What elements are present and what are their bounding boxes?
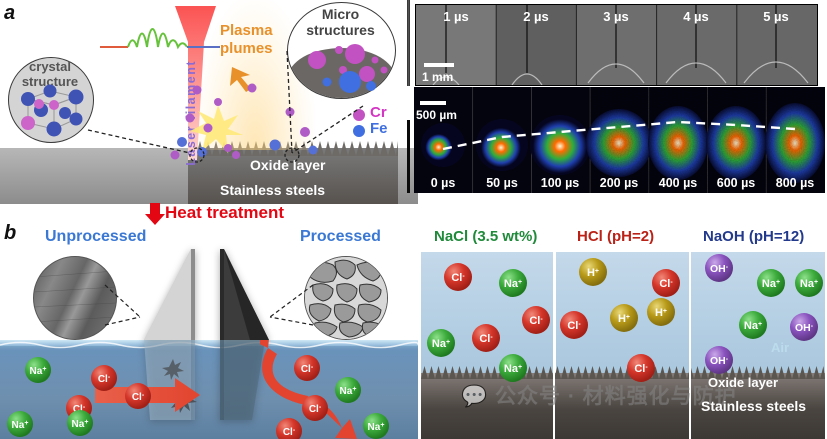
- svg-text:4 µs: 4 µs: [683, 9, 709, 24]
- svg-text:2 µs: 2 µs: [523, 9, 549, 24]
- svg-text:600 µs: 600 µs: [717, 176, 756, 190]
- svg-text:1 µs: 1 µs: [443, 9, 469, 24]
- svg-text:400 µs: 400 µs: [659, 176, 698, 190]
- svg-text:800 µs: 800 µs: [776, 176, 815, 190]
- svg-text:50 µs: 50 µs: [486, 176, 518, 190]
- svg-text:100 µs: 100 µs: [541, 176, 580, 190]
- svg-text:5 µs: 5 µs: [763, 9, 789, 24]
- svg-text:0 µs: 0 µs: [431, 176, 456, 190]
- svg-text:200 µs: 200 µs: [600, 176, 639, 190]
- svg-text:500 µm: 500 µm: [416, 108, 457, 122]
- svg-text:1 mm: 1 mm: [422, 70, 453, 84]
- svg-text:3 µs: 3 µs: [603, 9, 629, 24]
